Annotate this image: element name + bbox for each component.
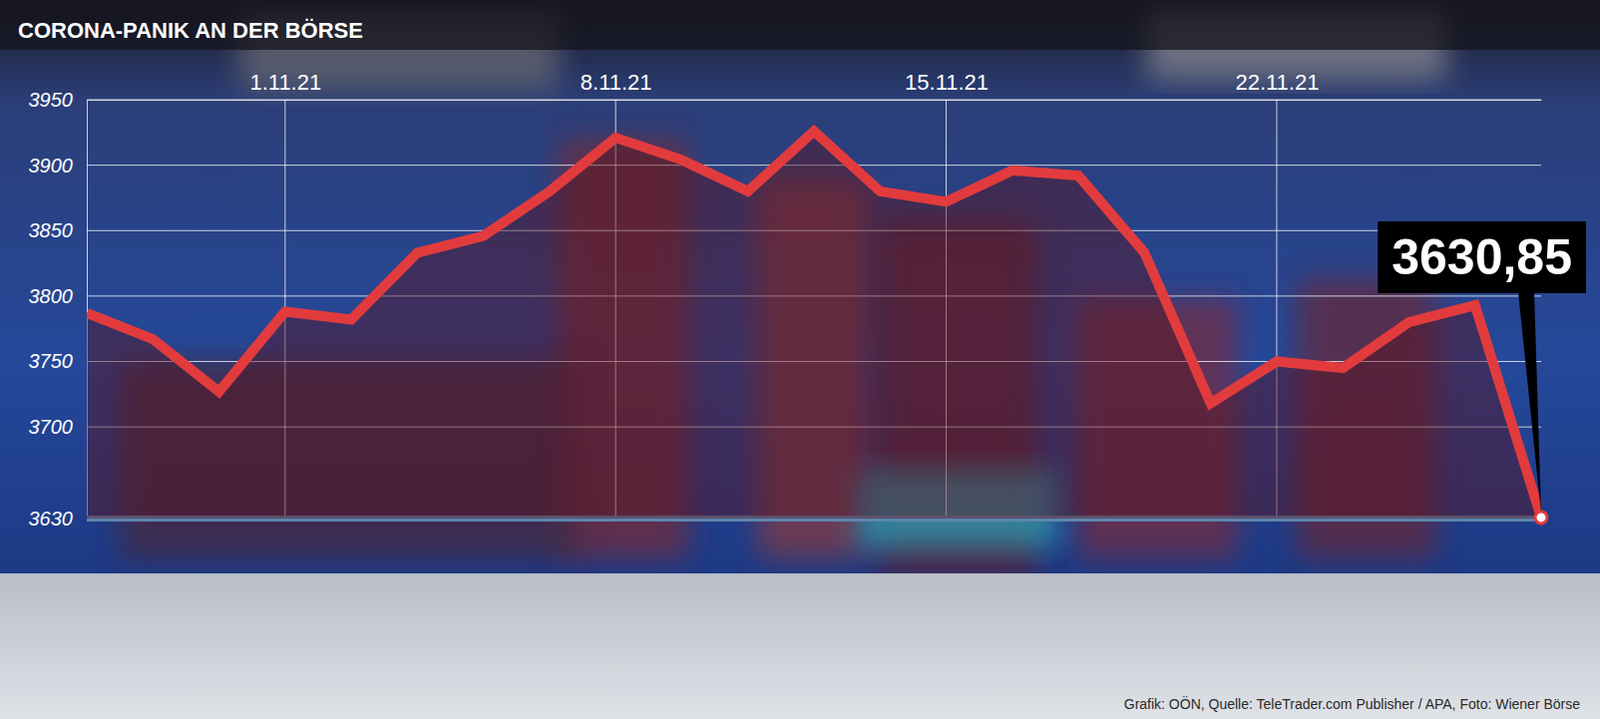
x-tick: 22.11.21 [1234, 69, 1319, 100]
x-tick: 1.11.21 [249, 69, 322, 100]
y-tick-label: 3630 [28, 507, 74, 530]
background-fill [0, 0, 1600, 719]
x-axis: 1.11.21 8.11.21 15.11.21 22.11.21 [87, 69, 1543, 101]
data-label-box [1377, 221, 1587, 294]
y-tick-label: 3800 [28, 285, 74, 308]
y-axis: 3630 3700 3750 3800 3850 3900 3950 [28, 88, 88, 530]
y-tick: 3700 [28, 415, 88, 438]
line [86, 131, 1542, 518]
y-tick-label: 3700 [28, 415, 74, 438]
y-tick-label: 3900 [28, 154, 74, 177]
y-tick: 3630 [28, 507, 88, 530]
y-tick: 3750 [28, 350, 88, 373]
y-tick: 3800 [28, 285, 88, 308]
area [86, 131, 1542, 520]
x-tick-label: 8.11.21 [580, 69, 653, 95]
chart: CORONA-PANIK AN DER BÖRSE 3630 3700 3750 380… [0, 0, 1600, 719]
y-tick-label: 3750 [28, 350, 74, 373]
source: Grafik: OÖN, Quelle: TeleTrader.com Publ… [1124, 695, 1581, 713]
background-floor [0, 573, 1600, 719]
data-labels: 3630,85 [1377, 221, 1587, 514]
data-label: 3630,85 [1391, 229, 1573, 286]
y-tick-label: 3950 [28, 88, 74, 111]
plot-area [86, 131, 1542, 520]
title-band [0, 0, 1600, 50]
end-point [1535, 511, 1548, 524]
grid [86, 99, 1542, 519]
y-tick: 3900 [28, 154, 88, 177]
x-tick-label: 15.11.21 [904, 69, 989, 95]
y-tick: 3850 [28, 219, 88, 242]
x-tick-label: 1.11.21 [249, 69, 322, 95]
title: CORONA-PANIK AN DER BÖRSE [17, 17, 364, 43]
grid-line-y [86, 99, 1542, 101]
data-label-pointer [1518, 292, 1542, 514]
y-tick: 3950 [28, 88, 88, 111]
y-tick-label: 3850 [28, 219, 74, 242]
x-axis-line [87, 99, 1543, 101]
x-tick-label: 22.11.21 [1234, 69, 1319, 95]
x-tick: 15.11.21 [904, 69, 989, 100]
background [0, 0, 1600, 719]
x-tick: 8.11.21 [580, 69, 653, 100]
